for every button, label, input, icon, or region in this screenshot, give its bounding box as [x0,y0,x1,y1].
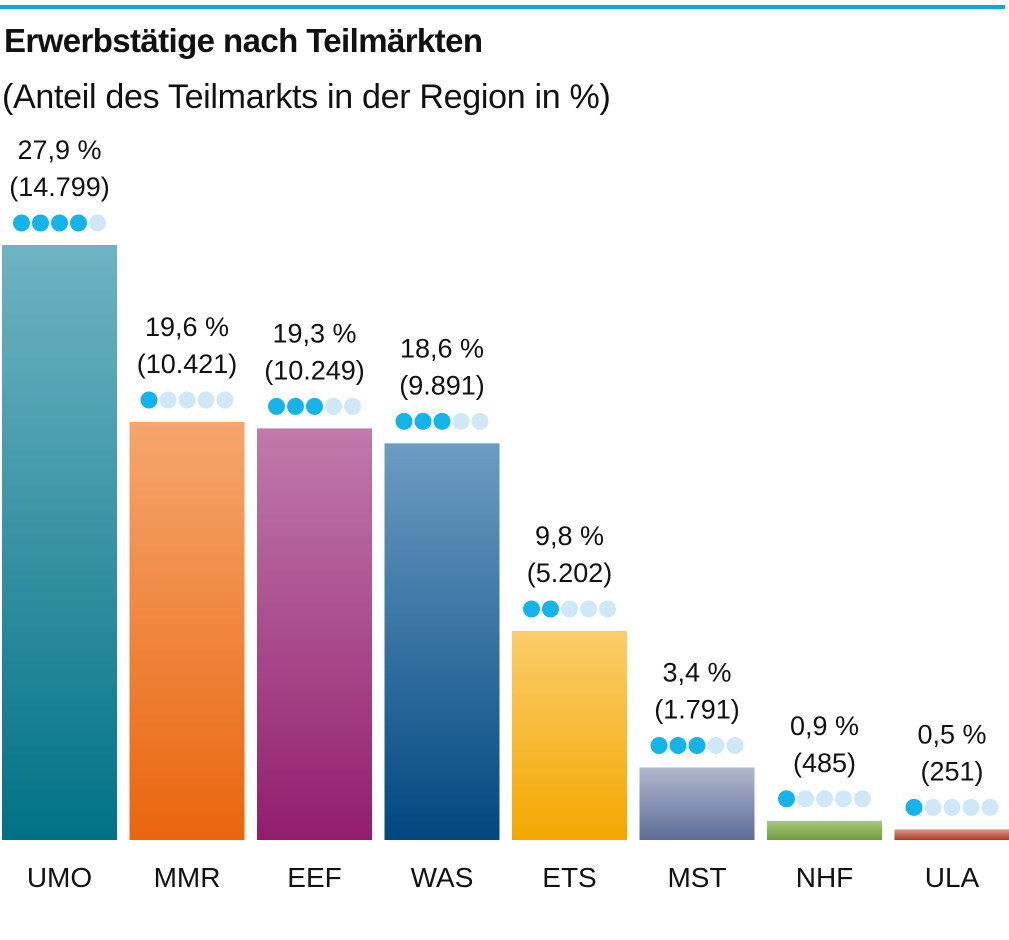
category-label: NHF [796,862,854,893]
count-label: (14.799) [9,172,110,202]
rating-dot-empty [159,391,177,409]
rating-dot-empty [962,798,980,816]
rating-dot-filled [523,600,540,618]
rating-dot-filled [778,790,795,808]
value-label: 9,8 % [535,521,604,551]
bar-nhf [767,820,882,840]
rating-dot-empty [726,736,744,754]
rating-dot-filled [13,214,30,232]
count-label: (10.249) [264,355,365,385]
rating-dot-filled [51,214,68,232]
rating-dot-filled [306,397,323,415]
bar-ets [512,631,627,840]
rating-dot-filled [542,600,559,618]
rating-dot-empty [452,412,470,430]
rating-dot-filled [669,736,687,754]
category-label: WAS [411,862,474,893]
category-label: MST [667,862,726,893]
rating-dot-filled [140,391,158,409]
chart-subtitle: (Anteil des Teilmarkts in der Region in … [2,78,611,116]
count-label: (10.421) [137,349,238,379]
rating-dot-empty [580,600,597,618]
top-rule [0,5,1005,9]
rating-dot-filled [70,214,87,232]
value-label: 19,6 % [145,312,229,342]
bar-mst [639,767,755,840]
count-label: (485) [793,748,856,778]
count-label: (251) [920,756,983,786]
rating-dot-filled [414,412,432,430]
rating-dot-filled [268,397,285,415]
rating-dot-empty [178,391,196,409]
rating-dot-empty [943,798,961,816]
rating-dot-filled [650,736,668,754]
value-label: 27,9 % [17,135,101,165]
rating-dot-empty [835,790,852,808]
rating-dot-filled [395,412,413,430]
rating-dot-empty [707,736,725,754]
count-label: (5.202) [527,558,613,588]
rating-dot-empty [816,790,833,808]
rating-dot-empty [325,397,342,415]
value-label: 18,6 % [400,333,484,363]
rating-dot-filled [32,214,49,232]
value-label: 0,5 % [917,719,986,749]
rating-dot-filled [688,736,706,754]
rating-dot-empty [197,391,215,409]
bar-was [384,443,500,840]
category-label: MMR [154,862,221,893]
count-label: (1.791) [654,694,740,724]
bar-mmr [129,422,245,840]
rating-dot-empty [89,214,106,232]
category-label: EEF [287,862,341,893]
rating-dot-empty [981,798,999,816]
chart-title: Erwerbstätige nach Teilmärkten [4,22,483,59]
rating-dot-filled [433,412,451,430]
value-label: 3,4 % [662,657,731,687]
count-label: (9.891) [399,370,485,400]
rating-dot-empty [471,412,489,430]
category-label: ETS [542,862,596,893]
rating-dot-empty [599,600,616,618]
value-label: 19,3 % [272,318,356,348]
category-label: UMO [27,862,92,893]
rating-dot-empty [797,790,814,808]
rating-dot-empty [854,790,871,808]
bar-ula [894,829,1009,840]
bar-umo [2,245,117,840]
value-label: 0,9 % [790,711,859,741]
bar-eef [257,428,372,840]
rating-dot-empty [216,391,234,409]
rating-dot-empty [924,798,942,816]
category-label: ULA [925,862,980,893]
rating-dot-filled [905,798,923,816]
rating-dot-empty [561,600,578,618]
rating-dot-filled [287,397,304,415]
rating-dot-empty [344,397,361,415]
